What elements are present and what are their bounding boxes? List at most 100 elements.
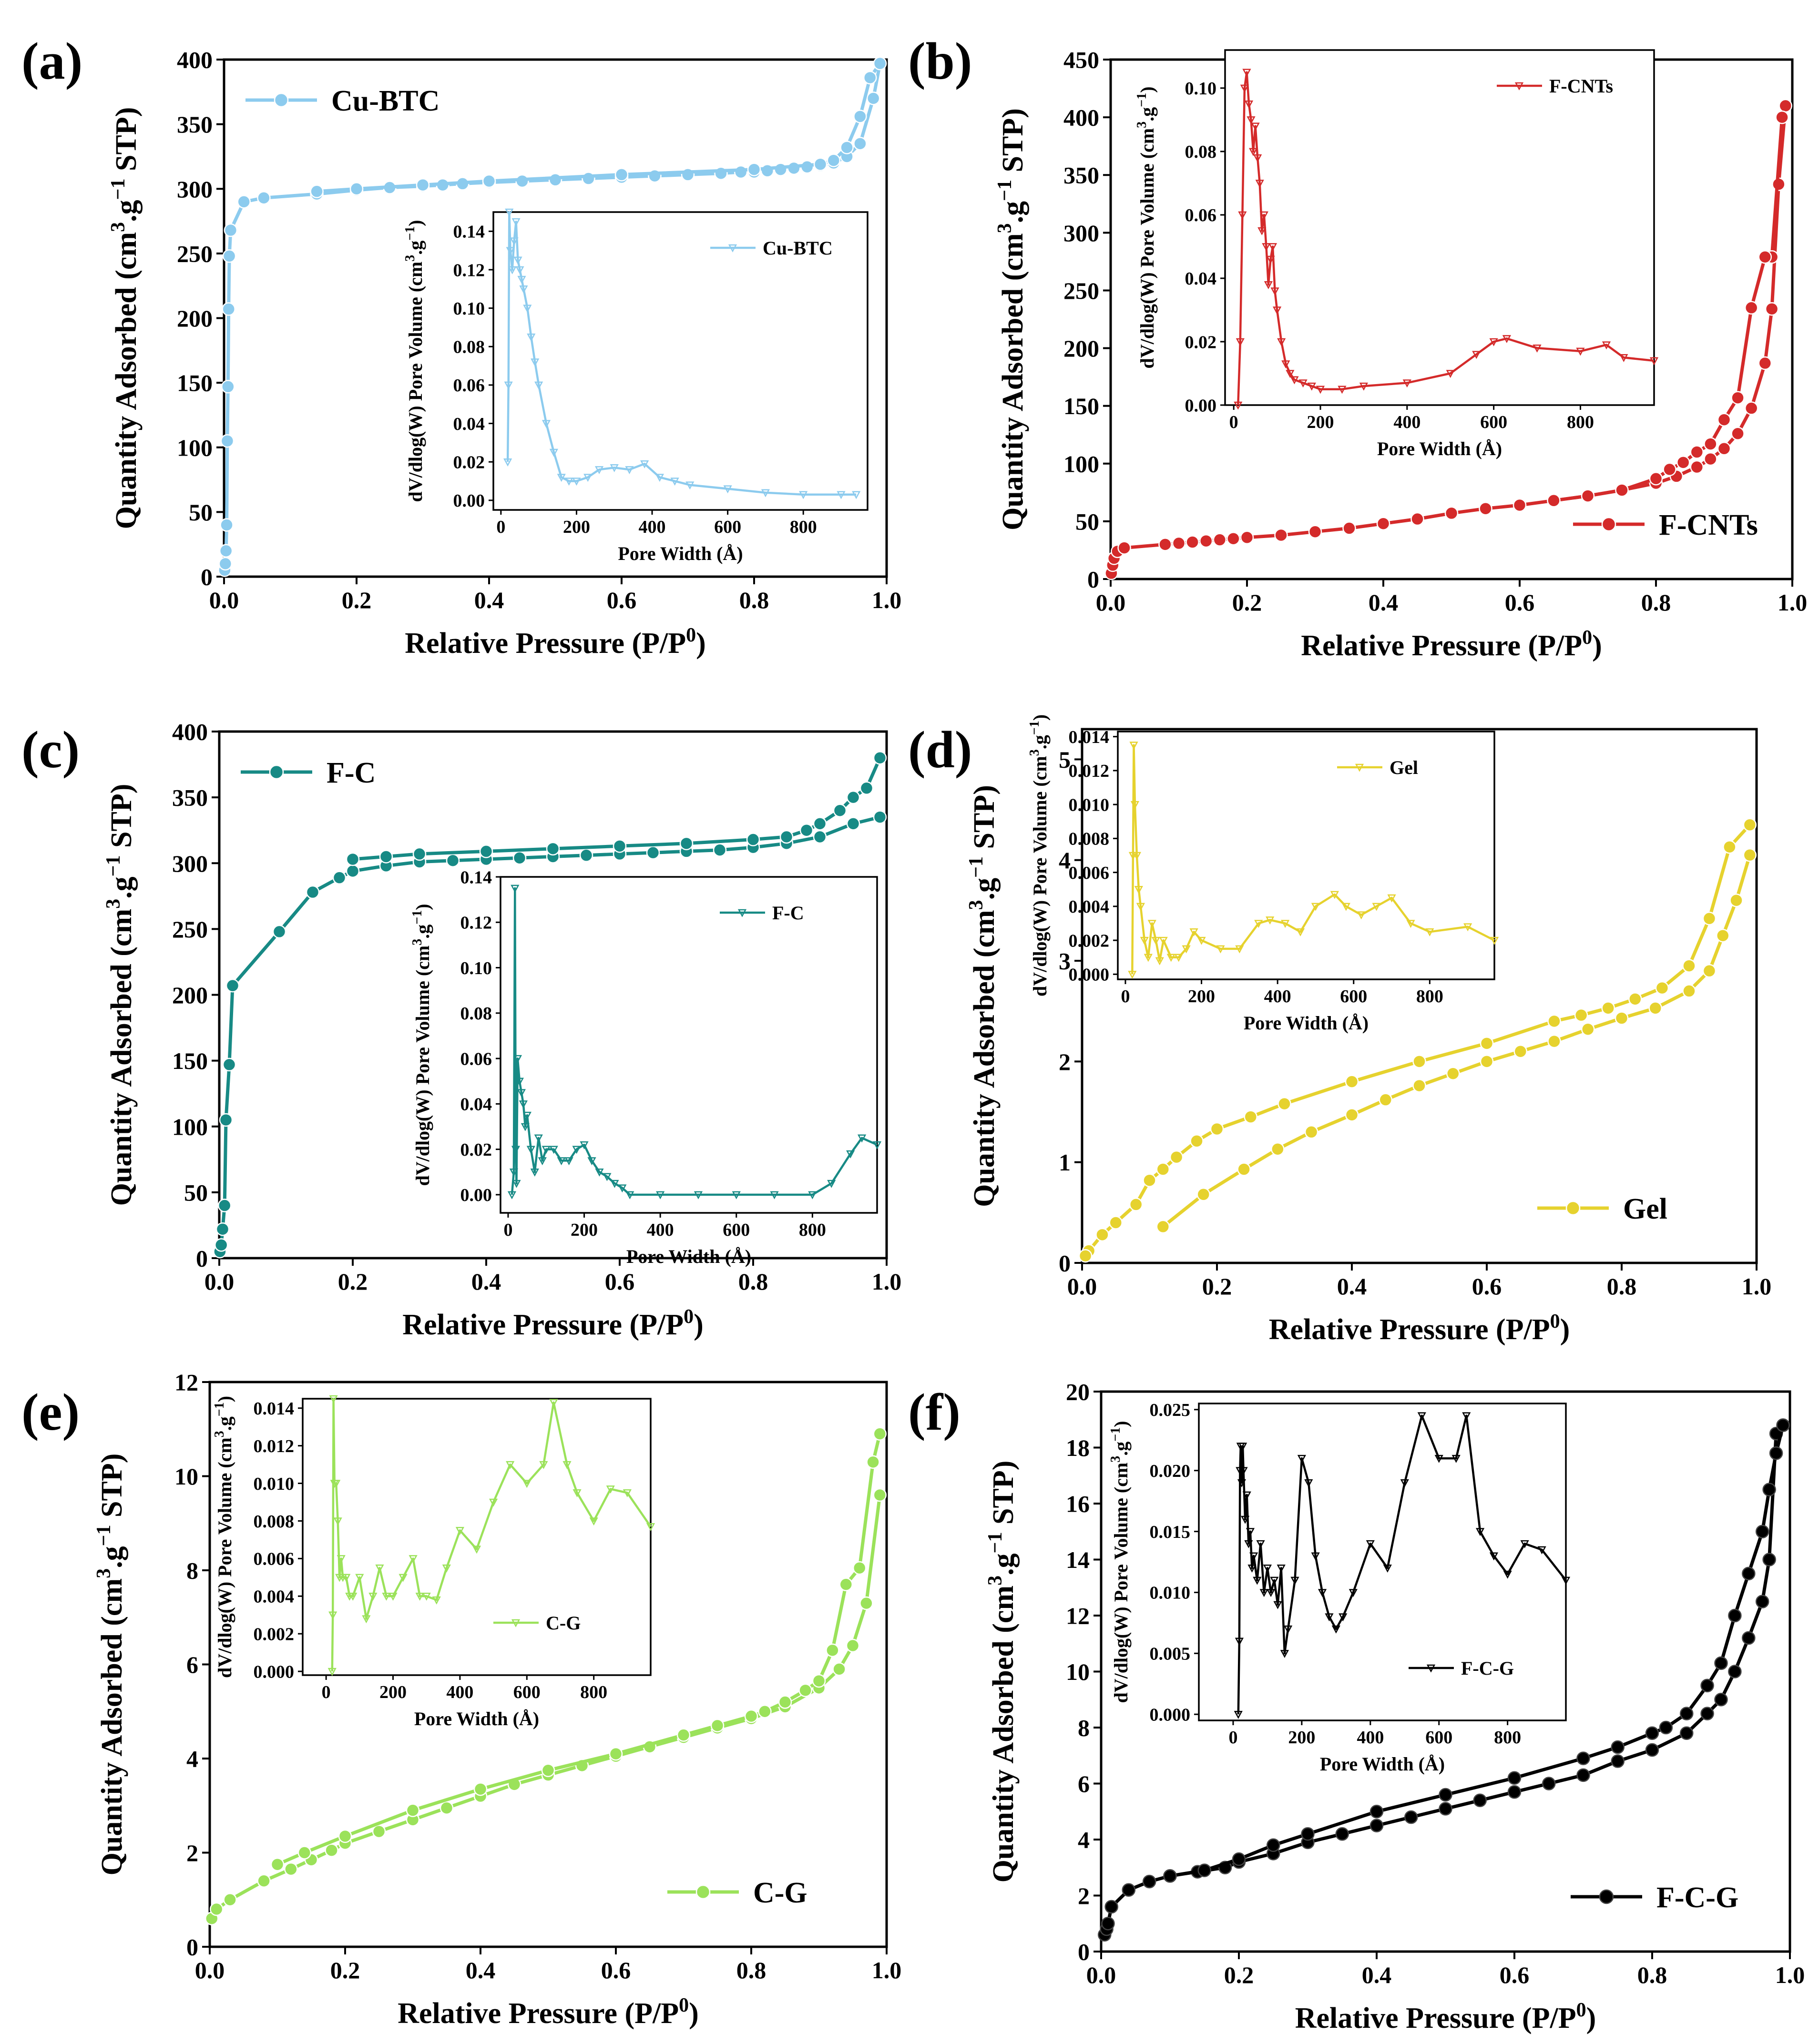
inset-data-point <box>1216 945 1225 954</box>
legend-marker <box>1599 1889 1614 1904</box>
y-axis-label-part: .g <box>110 200 143 222</box>
inset-data-point <box>1318 1589 1327 1597</box>
inset-data-point <box>329 1395 338 1403</box>
y-tick-label: 4 <box>186 1746 198 1772</box>
inset-data-point <box>1502 335 1512 343</box>
inset-data-point <box>1325 1613 1334 1622</box>
data-point <box>1576 1768 1590 1782</box>
inset-data-point <box>618 1184 627 1193</box>
data-point <box>1412 1055 1426 1068</box>
x-tick-label: 0.0 <box>204 1268 235 1295</box>
inset-x-axis-label: Pore Width (Å) <box>1377 438 1502 459</box>
data-point <box>853 110 867 123</box>
inset-data-point <box>1242 69 1251 77</box>
x-tick-label: 0.8 <box>736 1957 766 1983</box>
inset-x-tick-label: 600 <box>1480 412 1507 432</box>
data-point <box>873 751 887 765</box>
inset-data-point <box>1366 1540 1375 1548</box>
data-point <box>713 843 727 857</box>
y-tick-label: 450 <box>1063 47 1099 73</box>
data-point <box>1271 1142 1285 1156</box>
data-point <box>220 434 235 448</box>
data-point <box>1581 1022 1595 1036</box>
inset-y-axis-label-part: .g <box>412 925 433 939</box>
x-axis-label: Relative Pressure (P/P0) <box>398 1994 699 2030</box>
inset-data-point <box>1266 916 1275 925</box>
inset-data-point <box>572 478 581 486</box>
inset-y-axis-label-part: ) <box>412 904 433 910</box>
inset-data-point <box>375 1564 384 1573</box>
y-axis-label-part: 3 <box>102 899 124 909</box>
data-point <box>512 851 527 865</box>
data-point <box>223 1893 237 1907</box>
inset-x-tick-label: 0 <box>1228 1728 1237 1748</box>
data-point <box>1142 1874 1156 1889</box>
inset-y-tick-label: 0.010 <box>1069 795 1110 815</box>
inset-data-point <box>1434 1454 1443 1463</box>
inset-data-point <box>1144 954 1153 962</box>
inset-data-point <box>1330 891 1339 899</box>
inset-y-axis-label-part: ) <box>1029 714 1051 721</box>
inset-y-tick-label: 0.025 <box>1150 1400 1191 1420</box>
inset-y-axis-label-part: 3 <box>1027 749 1042 756</box>
inset-y-axis-label: dV/dlog(W) Pore Volume (cm3.g−1) <box>1108 1421 1132 1703</box>
data-point <box>758 1705 772 1719</box>
inset-data-point <box>1239 1467 1248 1475</box>
inset-y-axis-label-part: −1 <box>410 910 425 925</box>
data-point <box>1169 1150 1184 1164</box>
inset-y-axis-label-part: −1 <box>212 1402 227 1416</box>
inset-y-axis-label: dV/dlog(W) Pore Volume (cm3.g−1) <box>410 904 433 1186</box>
inset-data-point <box>1425 928 1434 936</box>
inset-data-point <box>327 1668 337 1676</box>
data-point <box>1480 1037 1494 1050</box>
y-tick-label: 200 <box>1063 335 1099 362</box>
inset-y-tick-label: 0.008 <box>254 1512 295 1532</box>
y-tick-label: 14 <box>1066 1546 1090 1573</box>
inset-data-point <box>1159 936 1168 945</box>
data-point <box>310 184 324 198</box>
data-point <box>1404 1810 1418 1824</box>
data-point <box>1210 1122 1224 1136</box>
data-point <box>1240 530 1254 545</box>
inset-data-point <box>399 1574 408 1582</box>
x-axis-label-sup: 0 <box>1576 1999 1586 2021</box>
inset-legend-marker <box>1514 82 1524 91</box>
data-point <box>873 56 887 71</box>
inset-data-point <box>1130 801 1140 809</box>
data-point <box>747 163 761 176</box>
data-point <box>846 790 860 804</box>
x-axis-label-sup: 0 <box>684 1306 694 1328</box>
data-point <box>221 380 235 394</box>
data-point <box>1156 1220 1170 1234</box>
inset-data-point <box>1189 928 1198 936</box>
inset-data-point <box>513 256 522 265</box>
chart-panel-d: (d) 0.0 0.2 0.4 0.6 0.8 1.0 0 1 2 3 4 5 Relative Pres… <box>908 714 1771 1346</box>
y-tick-label: 12 <box>1066 1603 1090 1629</box>
inset-y-axis-label-part: −1 <box>1108 1427 1123 1442</box>
inset-data-point <box>511 218 521 226</box>
data-point <box>1717 442 1731 456</box>
x-tick-label: 0.0 <box>1096 589 1126 616</box>
inset-x-tick-label: 0 <box>503 1220 512 1240</box>
data-point <box>1196 1188 1210 1201</box>
inset-y-tick-label: 0.005 <box>1150 1644 1191 1664</box>
inset-x-tick-label: 400 <box>647 1220 674 1240</box>
data-point <box>222 249 236 263</box>
inset-data-point <box>1140 936 1149 945</box>
inset-y-axis-label-part: .g <box>1029 735 1051 749</box>
chart-panel-e: (e) 0.0 0.2 0.4 0.6 0.8 1.0 0 2 4 6 8 10 12 Relative P… <box>21 1369 901 2030</box>
x-tick-label: 0.4 <box>471 1268 501 1295</box>
inset-data-point <box>1463 923 1472 932</box>
data-point <box>222 302 235 316</box>
data-point <box>1704 452 1717 466</box>
inset-data-point <box>1241 1515 1250 1524</box>
inset-data-point <box>852 491 861 499</box>
data-point <box>1512 498 1527 512</box>
inset-data-point <box>1147 920 1156 928</box>
x-tick-label: 0.6 <box>1505 589 1535 616</box>
inset-data-point <box>1174 954 1183 962</box>
inset-data-point <box>549 448 558 457</box>
inset-data-point <box>1400 1479 1409 1487</box>
data-point <box>1742 1566 1756 1581</box>
inset-y-tick-label: 0.004 <box>1069 897 1110 917</box>
